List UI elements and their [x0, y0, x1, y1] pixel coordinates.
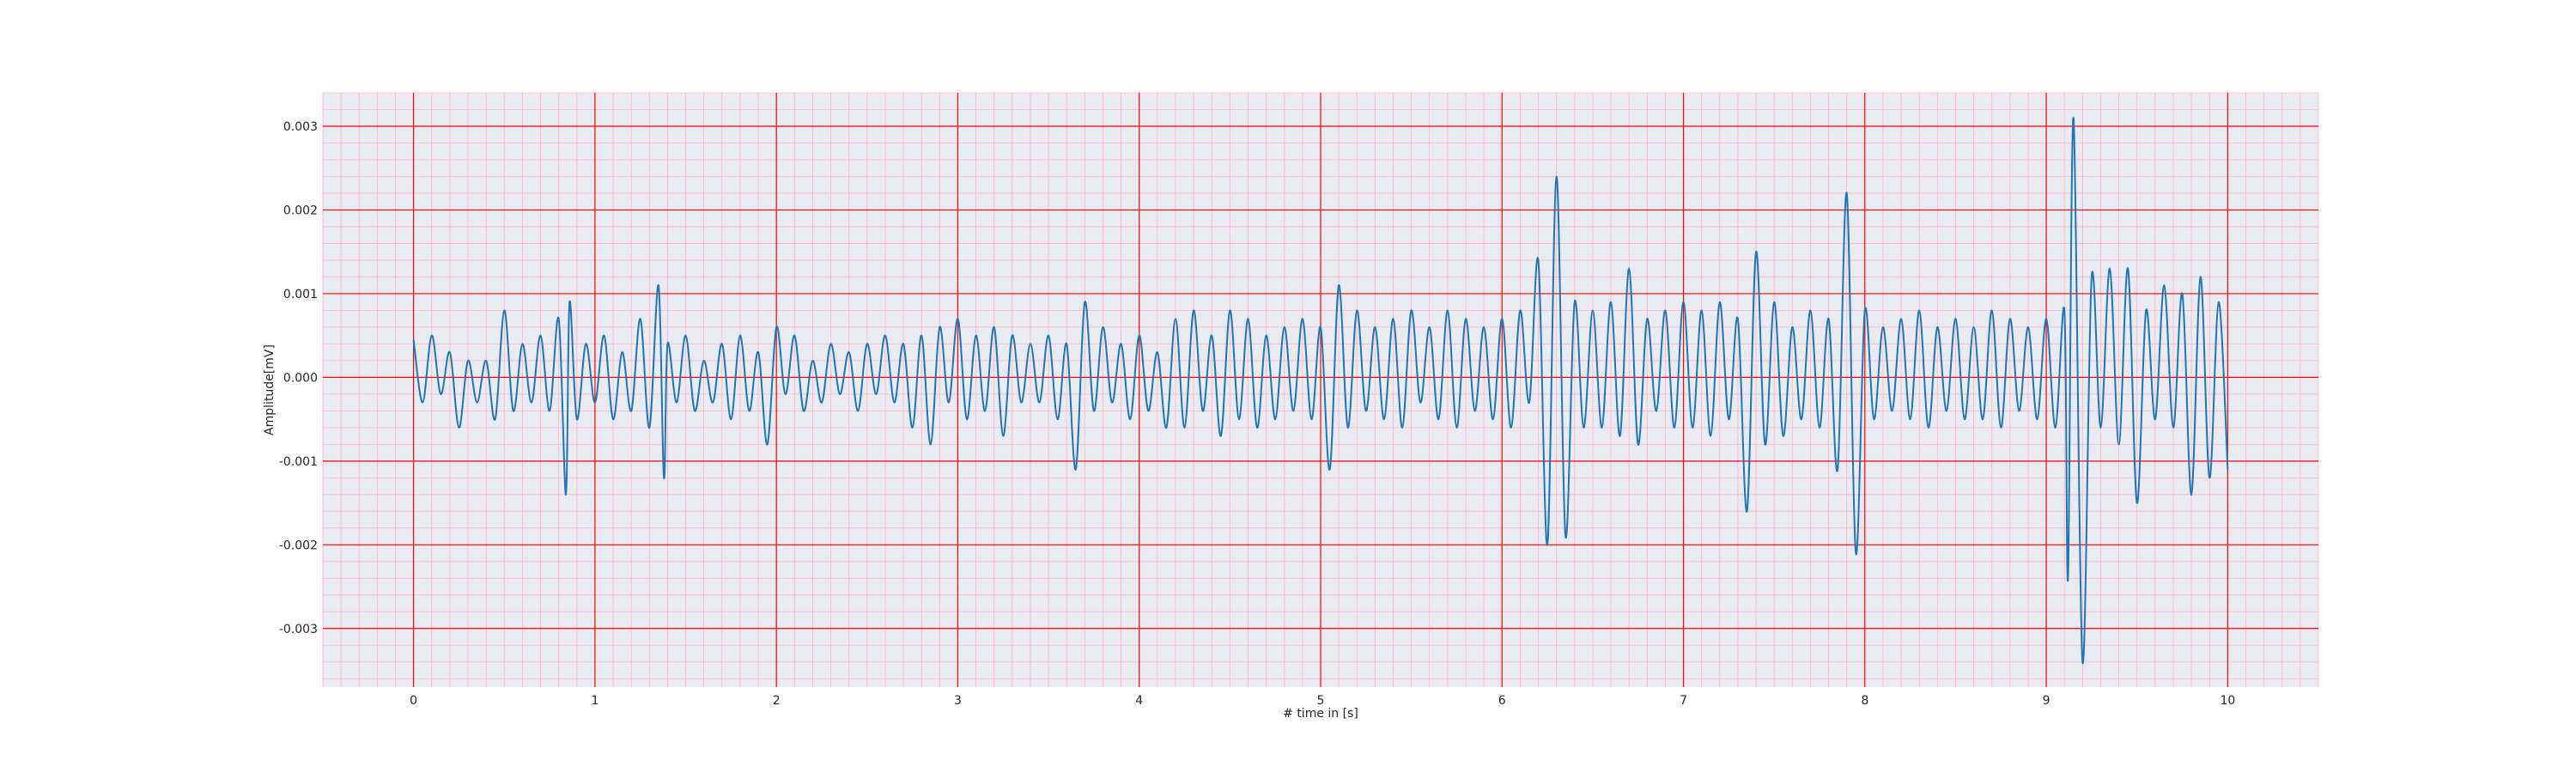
x-tick-label: 5: [1317, 694, 1325, 708]
major-grid: [323, 93, 2318, 687]
y-tick-label: 0.003: [283, 120, 318, 134]
y-tick-label: 0.000: [283, 371, 318, 385]
y-tick-label: -0.001: [279, 455, 318, 469]
x-tick-label: 1: [591, 694, 598, 708]
x-tick-label: 6: [1498, 694, 1506, 708]
series-layer: [412, 117, 2229, 665]
x-tick-label: 10: [2220, 694, 2235, 708]
y-axis-ticks: -0.003 -0.002 -0.001 0.000 0.001 0.002 0.003: [279, 120, 318, 636]
y-tick-label: 0.002: [283, 204, 318, 217]
x-tick-label: 7: [1680, 694, 1687, 708]
x-tick-label: 0: [410, 694, 417, 708]
x-tick-label: 3: [954, 694, 962, 708]
y-axis-label: Amplitude[mV]: [263, 344, 276, 435]
plot-area: [322, 92, 2319, 687]
x-axis-label: # time in [s]: [1283, 707, 1358, 721]
x-tick-label: 2: [773, 694, 781, 708]
signal-line: [412, 117, 2229, 665]
y-tick-label: -0.003: [279, 623, 318, 636]
x-tick-label: 8: [1861, 694, 1868, 708]
x-tick-label: 4: [1135, 694, 1143, 708]
y-tick-label: 0.001: [283, 288, 318, 301]
x-tick-label: 9: [2043, 694, 2050, 708]
x-axis-ticks: 0 1 2 3 4 5 6 7 8 9 10: [410, 694, 2235, 708]
y-tick-label: -0.002: [279, 539, 318, 552]
